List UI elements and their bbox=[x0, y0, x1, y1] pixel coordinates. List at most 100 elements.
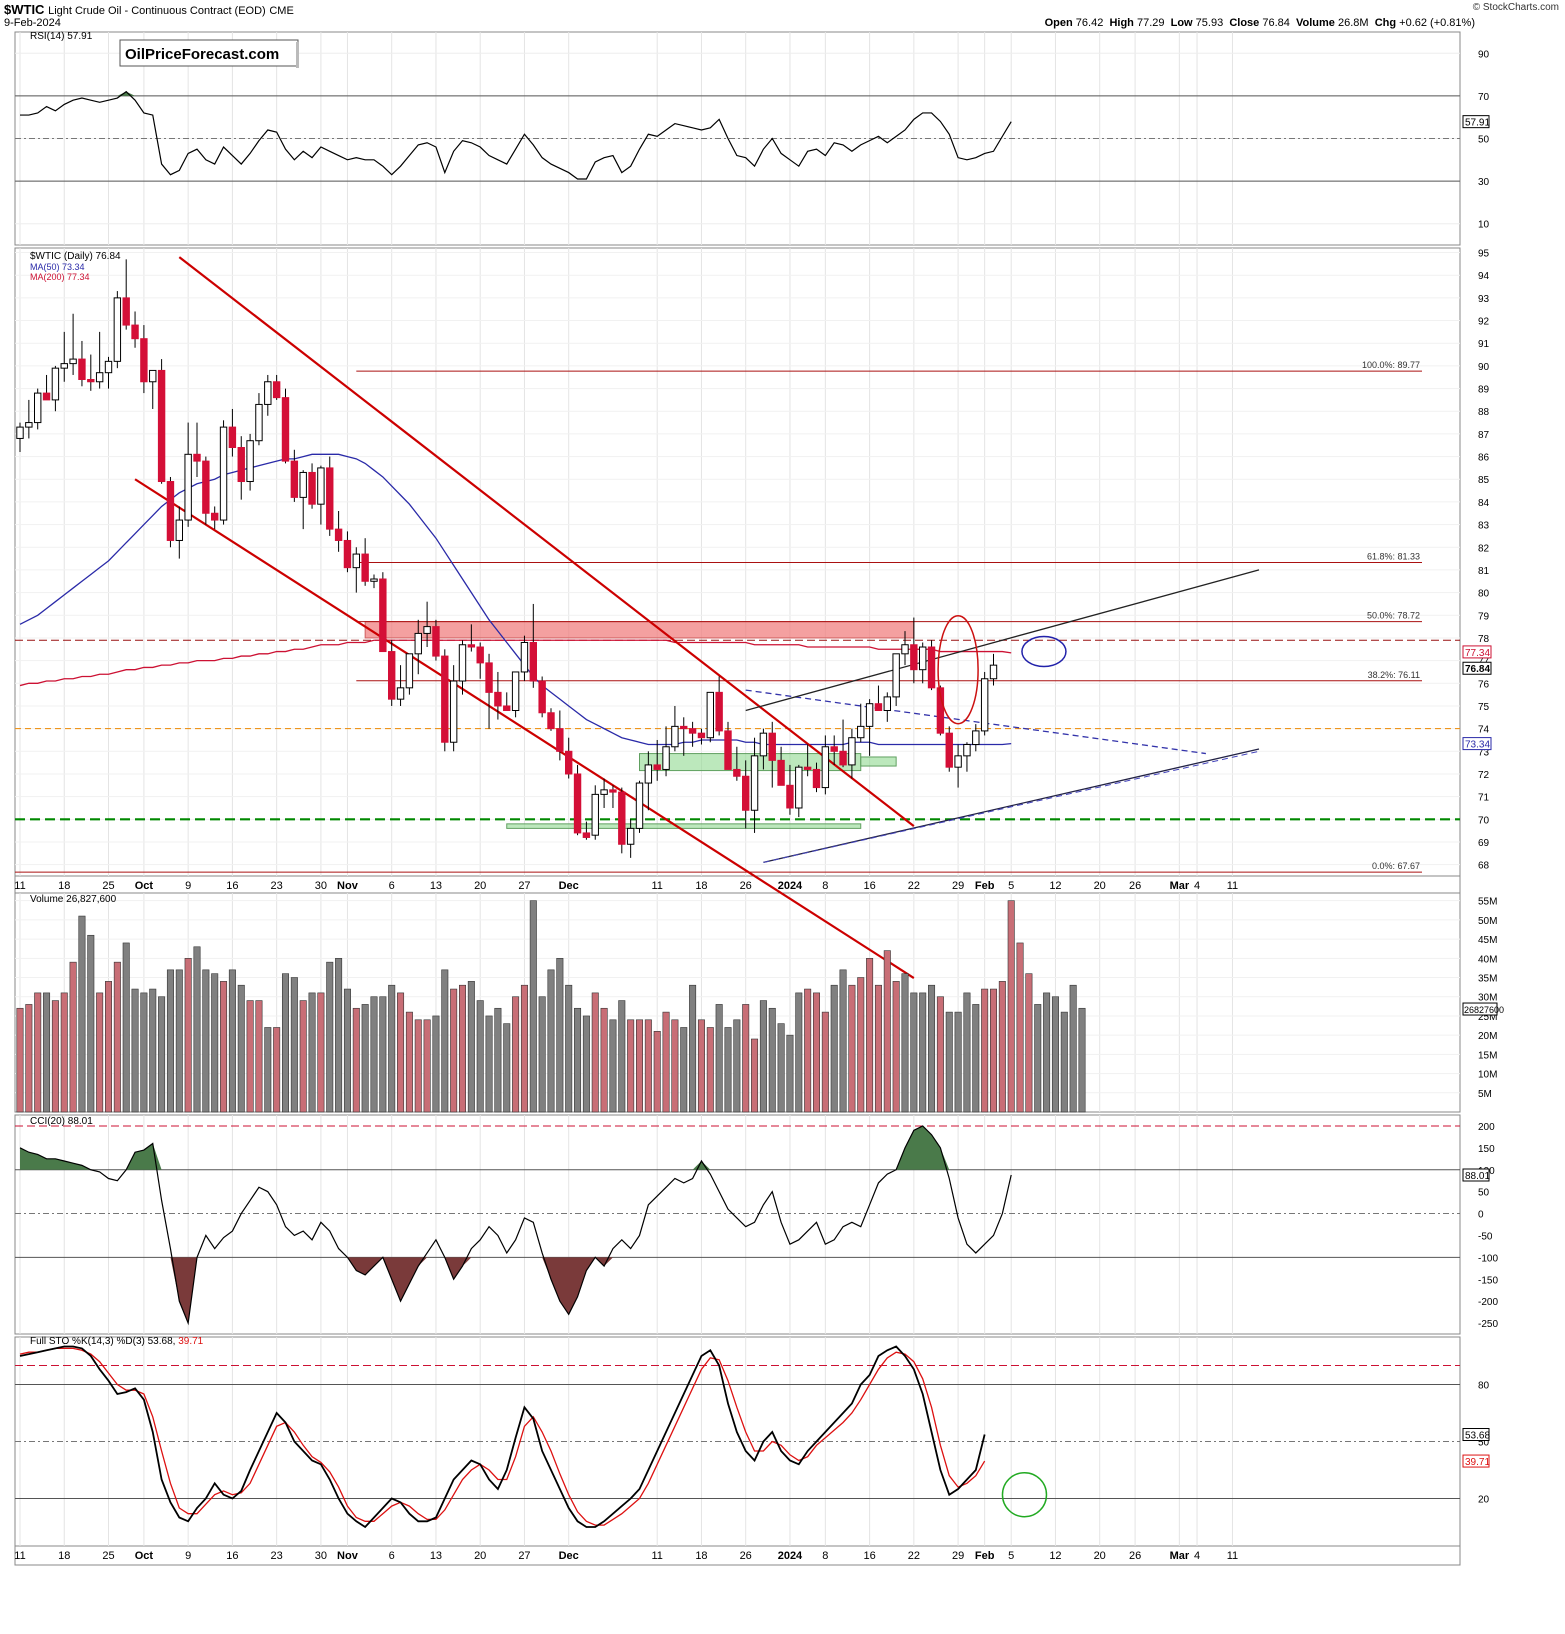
rsi-value-tag-text: 57.91 bbox=[1465, 118, 1490, 129]
volume-bar bbox=[883, 950, 891, 1113]
volume-bar bbox=[981, 988, 989, 1113]
volume-bar bbox=[175, 969, 183, 1113]
volume-bar bbox=[945, 1011, 953, 1113]
volume-bar bbox=[388, 984, 396, 1113]
volume-bar bbox=[866, 958, 874, 1113]
x-tick-label: 11 bbox=[14, 1550, 25, 1562]
volume-bar bbox=[202, 969, 210, 1113]
candle-body bbox=[697, 732, 706, 739]
cci-value-tag bbox=[1462, 1168, 1490, 1182]
price-tick-label: 90 bbox=[1478, 362, 1490, 373]
volume-bar bbox=[998, 981, 1006, 1113]
x-tick-label: 8 bbox=[822, 1550, 828, 1562]
candle-body bbox=[759, 732, 768, 757]
volume-bar bbox=[299, 1000, 307, 1113]
volume-bar bbox=[335, 958, 343, 1113]
x-tick-label: 18 bbox=[695, 880, 707, 892]
price-tick-label: 95 bbox=[1478, 249, 1490, 260]
volume-bar bbox=[644, 1019, 652, 1113]
x-tick-label: 5 bbox=[1008, 1550, 1014, 1562]
x-tick-label: 25 bbox=[102, 1550, 114, 1562]
x-tick-label: Dec bbox=[559, 1550, 579, 1562]
rsi-label: RSI(14) 57.91 bbox=[30, 31, 93, 42]
volume-bar bbox=[96, 992, 104, 1113]
volume-bar bbox=[839, 969, 847, 1113]
volume-bar bbox=[1007, 900, 1015, 1113]
rsi-overbought-fill bbox=[20, 91, 1012, 96]
high-value: 77.29 bbox=[1136, 17, 1165, 29]
candle-body bbox=[78, 358, 86, 380]
volume-bar bbox=[308, 992, 316, 1113]
price-tick-label: 86 bbox=[1478, 453, 1490, 464]
volume-bar bbox=[742, 1004, 750, 1113]
volume-value: 26.8M bbox=[1338, 17, 1369, 29]
candle-body bbox=[343, 539, 352, 569]
volume-bar bbox=[936, 996, 944, 1113]
chart-marks: 57.91 100.0%: 89.77 61.8%: 81.33 50.0%: 78.… bbox=[15, 90, 1504, 1529]
volume-bar bbox=[494, 1007, 502, 1113]
volume-bar bbox=[414, 1019, 422, 1113]
instrument-name: Light Crude Oil - Continuous Contract (E… bbox=[48, 5, 266, 17]
candle-body bbox=[237, 447, 245, 483]
candle-body bbox=[219, 426, 228, 521]
candle-body bbox=[573, 773, 582, 834]
volume-bar bbox=[220, 981, 228, 1113]
candle-body bbox=[989, 664, 998, 680]
cci-tick-label: -50 bbox=[1478, 1231, 1493, 1242]
candle-body bbox=[131, 324, 139, 340]
rsi-value-tag bbox=[1462, 115, 1490, 129]
volume-tick-label: 30M bbox=[1478, 993, 1497, 1004]
close-value: 76.84 bbox=[1262, 17, 1290, 29]
x-tick-label: 18 bbox=[58, 880, 70, 892]
volume-bar bbox=[1051, 996, 1059, 1113]
volume-bar bbox=[379, 996, 387, 1113]
candle-body bbox=[441, 655, 449, 743]
price-tick-label: 76 bbox=[1478, 679, 1490, 690]
brand-link[interactable]: © StockCharts.com bbox=[1472, 2, 1559, 13]
candle-body bbox=[671, 725, 679, 748]
volume-bar bbox=[963, 992, 971, 1113]
candle-body bbox=[865, 703, 874, 727]
volume-bar bbox=[512, 996, 520, 1113]
volume-bar bbox=[928, 984, 936, 1113]
candle-body bbox=[680, 725, 688, 730]
volume-bar bbox=[326, 961, 334, 1113]
volume-bar bbox=[467, 981, 475, 1113]
high-label: High bbox=[1109, 17, 1134, 29]
candle-body bbox=[954, 755, 962, 768]
volume-bar bbox=[715, 1004, 723, 1113]
candle-body bbox=[538, 680, 546, 714]
candle-body bbox=[317, 467, 325, 505]
black-upper-trendline bbox=[745, 569, 1260, 712]
volume-bar bbox=[228, 969, 236, 1113]
volume-bar bbox=[149, 988, 157, 1113]
volume-bar bbox=[158, 996, 166, 1113]
volume-tick-label: 40M bbox=[1478, 954, 1497, 965]
zone-support-lower bbox=[506, 823, 862, 829]
volume-bar bbox=[1078, 1007, 1086, 1113]
candle-body bbox=[25, 422, 33, 428]
price-tick-label: 79 bbox=[1478, 611, 1490, 622]
price-tick-label: 73 bbox=[1478, 747, 1490, 758]
close-label: Close bbox=[1229, 17, 1260, 29]
candle-body bbox=[980, 678, 989, 732]
volume-bar bbox=[343, 988, 351, 1113]
candle-body bbox=[361, 553, 369, 582]
candle-body bbox=[281, 397, 290, 462]
volume-bar bbox=[423, 1019, 431, 1113]
volume-bar bbox=[78, 915, 86, 1113]
x-tick-label: 30 bbox=[315, 1550, 327, 1562]
volume-tick-label: 15M bbox=[1478, 1050, 1497, 1061]
candle-body bbox=[662, 746, 670, 770]
x-tick-label: 13 bbox=[430, 880, 442, 892]
volume-bar bbox=[1043, 992, 1051, 1113]
candle-body bbox=[927, 646, 936, 689]
candle-body bbox=[272, 381, 281, 399]
volume-value-tag-text: 26827600 bbox=[1464, 1005, 1504, 1015]
volume-bar bbox=[43, 992, 51, 1113]
volume-bar bbox=[290, 977, 298, 1113]
x-tick-label: 5 bbox=[1008, 880, 1014, 892]
fib-label: 38.2%: 76.11 bbox=[1368, 670, 1420, 680]
candle-body bbox=[857, 725, 865, 739]
